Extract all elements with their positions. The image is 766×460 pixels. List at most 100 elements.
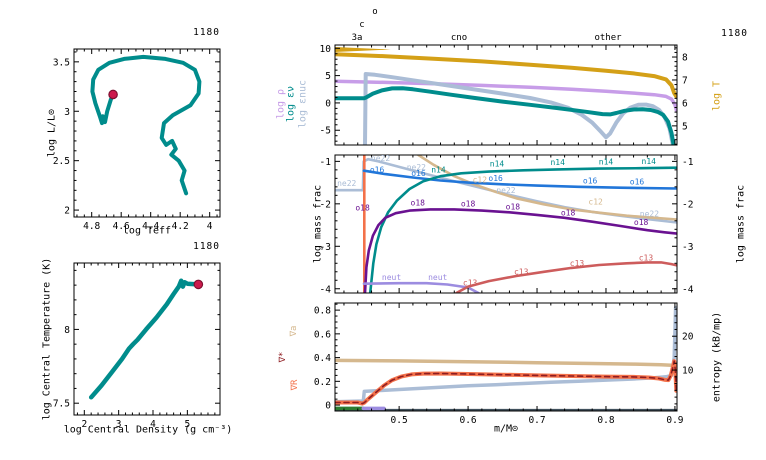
- tick-label: 0.8: [597, 415, 614, 426]
- species-label-o16: o16: [583, 176, 598, 185]
- series-c13: [455, 261, 677, 293]
- tick-label: -1: [320, 157, 332, 168]
- series-evolution-track: [90, 54, 202, 196]
- species-label-c12: c12: [473, 176, 488, 185]
- tick-label: 0.6: [459, 415, 476, 426]
- grad-star-axis-label: ∇*: [278, 351, 288, 363]
- species-label-o18: o18: [461, 199, 476, 208]
- mass-coordinate-axis-label: m/M⊙: [493, 423, 519, 435]
- mass-frac-right-axis-label: log mass frac: [735, 184, 747, 264]
- tick-label: 0.8: [314, 306, 331, 317]
- tick-label: -4: [682, 284, 694, 295]
- species-label-neut: neut: [428, 273, 447, 282]
- tick-label: -2: [682, 199, 693, 210]
- species-label-ne22: ne22: [337, 179, 356, 188]
- tick-label: 4: [207, 221, 213, 232]
- species-label-c12: c12: [588, 198, 603, 207]
- species-label-n14: n14: [431, 165, 446, 174]
- tick-label: 4.6: [113, 221, 130, 232]
- species-label-o18: o18: [506, 202, 521, 211]
- tick-label: 3.5: [53, 57, 70, 68]
- species-label-n14: n14: [490, 159, 505, 168]
- burn-intensity-wedge: [335, 47, 391, 52]
- species-label-o18: o18: [355, 204, 370, 213]
- current-model-marker: [193, 279, 204, 290]
- series-o16: [362, 169, 677, 190]
- overshoot-marker-o: o: [372, 7, 378, 17]
- species-label-c13: c13: [570, 259, 585, 268]
- species-label-n14: n14: [599, 157, 614, 166]
- burn-region-3alpha-label: 3a: [351, 33, 363, 43]
- grad-ad-axis-label: ∇a: [289, 325, 299, 337]
- model-number-trho: 1180: [193, 241, 220, 252]
- burn-region-other-label: other: [594, 33, 622, 43]
- tick-label: 4.8: [83, 221, 100, 232]
- trho-yaxis-label: log Central Temperature (K): [41, 257, 53, 421]
- series-log-T: [335, 52, 677, 99]
- species-label-o16: o16: [488, 174, 503, 183]
- species-label-c13: c13: [463, 278, 478, 287]
- series-entropy: [335, 305, 677, 404]
- profile-abundances-frame: [334, 154, 678, 294]
- series-grad-ad: [335, 358, 677, 369]
- tick-label: -3: [320, 242, 331, 253]
- species-label-o16: o16: [411, 169, 426, 178]
- species-label-c13: c13: [514, 267, 529, 276]
- tick-label: 7.5: [53, 399, 70, 410]
- tick-label: 0.4: [314, 353, 331, 364]
- grad-rad-axis-label: ∇R: [290, 379, 300, 391]
- species-label-n14: n14: [642, 157, 657, 166]
- series-neut: [362, 281, 480, 293]
- tick-label: 5: [325, 71, 331, 82]
- profile-structure-frame: [334, 44, 678, 146]
- model-number-profile: 1180: [721, 28, 748, 39]
- tick-label: -5: [320, 126, 331, 137]
- species-label-ne22: ne22: [407, 163, 426, 172]
- current-model-marker: [108, 89, 118, 100]
- tick-label: 8: [64, 325, 70, 336]
- series-log-eps-nuc: [363, 72, 675, 145]
- tick-label: 2: [64, 206, 70, 217]
- tick-label: 8: [682, 53, 688, 64]
- tick-label: 4: [150, 419, 156, 430]
- tick-label: 3: [116, 419, 122, 430]
- tick-label: 0.7: [528, 415, 545, 426]
- log-t-axis-label: log T: [711, 80, 723, 112]
- series-n14: [368, 166, 677, 293]
- tick-label: 4.2: [172, 221, 189, 232]
- log-eps-nu-axis-label: log εν: [285, 85, 297, 123]
- tick-label: 5: [682, 121, 688, 132]
- central-t-rho-panel: 2 3 4 5 7.5 8: [53, 262, 221, 430]
- species-label-o16: o16: [630, 178, 645, 187]
- tick-label: 0: [325, 401, 331, 412]
- hr-yaxis-label: log L/L⊙: [46, 108, 58, 158]
- profile-structure-panel: -5 0 5 10 8 7 6 5: [320, 44, 688, 146]
- tick-label: 7: [682, 75, 688, 86]
- tick-label: 0.6: [314, 329, 331, 340]
- tick-label: 0.5: [391, 415, 408, 426]
- tick-label: -3: [682, 242, 693, 253]
- trho-xaxis-label: log Central Density (g cm⁻³): [63, 424, 233, 436]
- species-label-o18: o18: [634, 218, 649, 227]
- entropy-axis-label: entropy (kB/mp): [711, 311, 723, 403]
- tick-label: 6: [682, 98, 688, 109]
- hr-diagram-panel: 4.8 4.6 4.4 4.2 4 2 2.5 3 3.5: [53, 48, 221, 232]
- profile-gradients-panel: 0.5 0.6 0.7 0.8 0.9 0 0.2 0.4 0.6 0.8 10 20: [314, 302, 694, 426]
- profile-gradients-frame: [334, 302, 678, 412]
- tick-label: 20: [682, 332, 694, 343]
- tick-label: 5: [184, 419, 190, 430]
- series-central-conditions-track: [88, 278, 200, 400]
- tick-label: 0.2: [314, 377, 331, 388]
- model-number-hr: 1180: [193, 27, 220, 38]
- species-label-o16: o16: [370, 165, 385, 174]
- tick-label: 10: [320, 44, 332, 55]
- species-label-ne22: ne22: [371, 154, 390, 163]
- tick-label: 4.4: [142, 221, 159, 232]
- species-label-o18: o18: [411, 199, 426, 208]
- central-t-rho-frame: [73, 262, 221, 416]
- species-label-c13: c13: [639, 253, 654, 262]
- burn-region-cno-label: cno: [450, 33, 468, 43]
